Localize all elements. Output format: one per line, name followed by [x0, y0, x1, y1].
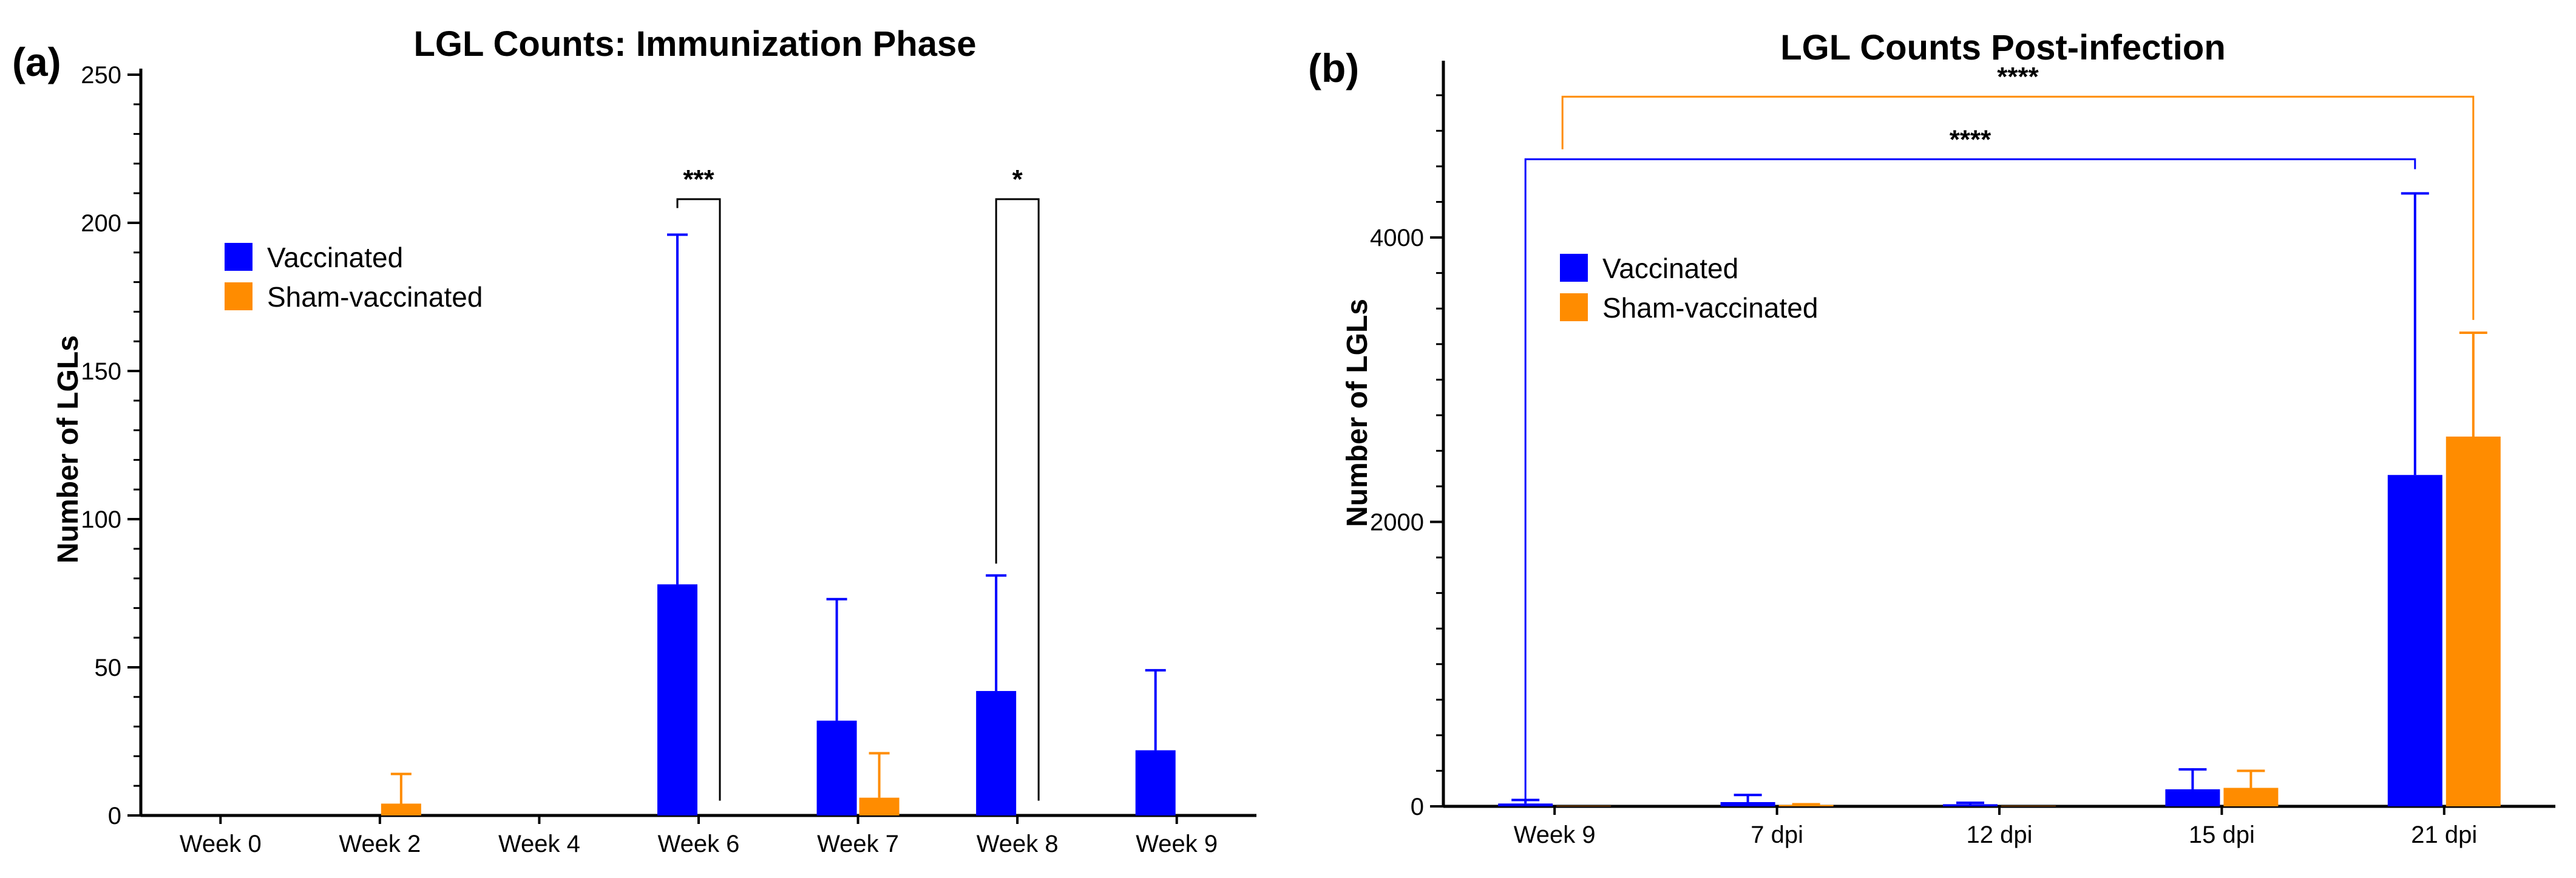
bar-vaccinated — [816, 720, 857, 815]
panel-b-y-axis-label: Number of LGLs — [1341, 299, 1374, 527]
significance-label: *** — [683, 165, 714, 194]
x-tick-label: Week 7 — [817, 831, 899, 857]
legend-swatch-sham — [1560, 293, 1588, 321]
significance-label: * — [1012, 165, 1023, 194]
panel-a-legend: Vaccinated Sham-vaccinated — [225, 242, 483, 313]
significance-bracket — [676, 198, 721, 801]
x-tick-label: Week 9 — [1136, 831, 1218, 857]
x-tick-label: 21 dpi — [2411, 822, 2477, 848]
y-tick-label: 200 — [81, 210, 121, 237]
panel-b-label: (b) — [1308, 46, 1359, 90]
panel-a: (a) LGL Counts: Immunization Phase Numbe… — [12, 24, 1256, 857]
x-tick-label: Week 9 — [1514, 822, 1596, 848]
legend-label-sham: Sham-vaccinated — [267, 281, 483, 313]
x-tick-label: Week 0 — [180, 831, 262, 857]
x-tick-label: Week 2 — [339, 831, 421, 857]
significance-bracket-sham — [1561, 95, 2475, 320]
panel-b: (b) LGL Counts Post-infection Number of … — [1308, 28, 2555, 848]
bar-vaccinated — [1943, 804, 1998, 806]
x-tick-label: Week 6 — [658, 831, 740, 857]
significance-label: **** — [1950, 124, 1991, 154]
bar-vaccinated — [657, 584, 697, 815]
bar-vaccinated — [1135, 750, 1176, 815]
y-tick-label: 100 — [81, 506, 121, 533]
bar-sham — [2446, 437, 2501, 806]
x-tick-label: Week 4 — [498, 831, 580, 857]
legend-label-vaccinated: Vaccinated — [267, 242, 403, 273]
y-tick-label: 0 — [1411, 794, 1424, 820]
bar-sham — [381, 803, 421, 815]
bar-sham — [2223, 788, 2279, 806]
panel-a-plot-area: 0 50 100 150 200 250 Week 0 Week 2 Week 4 Week 6 W… — [81, 62, 1256, 857]
significance-bracket-vaccinated — [1524, 158, 2416, 800]
y-tick-label: 250 — [81, 62, 121, 89]
panel-a-y-axis-label: Number of LGLs — [52, 335, 84, 563]
bar-vaccinated — [2387, 475, 2442, 806]
y-tick-label: 50 — [95, 655, 122, 681]
legend-label-vaccinated: Vaccinated — [1602, 253, 1738, 284]
panel-a-label: (a) — [12, 39, 61, 84]
legend-label-sham: Sham-vaccinated — [1602, 292, 1818, 324]
panel-a-title: LGL Counts: Immunization Phase — [414, 24, 977, 64]
bar-sham — [1778, 805, 1834, 806]
bar-vaccinated — [976, 691, 1017, 815]
y-tick-label: 2000 — [1370, 509, 1424, 536]
y-tick-label: 4000 — [1370, 225, 1424, 251]
y-tick-label: 150 — [81, 358, 121, 385]
legend-swatch-vaccinated — [1560, 254, 1588, 282]
significance-label: **** — [1997, 62, 2039, 92]
legend-swatch-vaccinated — [225, 243, 253, 271]
legend-swatch-sham — [225, 282, 253, 310]
y-tick-label: 0 — [108, 803, 121, 829]
x-tick-label: 7 dpi — [1751, 822, 1803, 848]
x-tick-label: 12 dpi — [1967, 822, 2033, 848]
significance-bracket — [995, 198, 1040, 801]
bar-vaccinated — [1720, 801, 1775, 806]
panel-b-legend: Vaccinated Sham-vaccinated — [1560, 253, 1818, 324]
panel-b-plot-area: 0 2000 4000 Week 9 7 dpi 12 dpi 15 dpi 21 dpi **… — [1370, 61, 2555, 848]
bar-vaccinated — [2165, 789, 2220, 806]
bar-vaccinated — [1498, 803, 1553, 806]
bar-sham — [859, 797, 900, 815]
x-tick-label: 15 dpi — [2189, 822, 2255, 848]
x-tick-label: Week 8 — [977, 831, 1059, 857]
panel-b-title: LGL Counts Post-infection — [1780, 28, 2226, 67]
